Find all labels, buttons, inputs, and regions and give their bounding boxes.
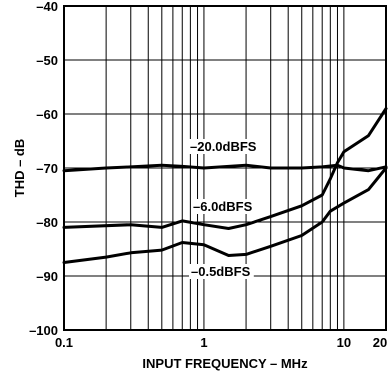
y-tick-label: –100	[29, 323, 58, 338]
y-tick-label: –40	[36, 0, 58, 14]
x-tick-label: 1	[200, 335, 207, 350]
series-line-0	[62, 163, 388, 173]
series-label-bg	[189, 264, 254, 279]
series-line-1	[62, 107, 388, 230]
y-tick-label: –90	[36, 269, 58, 284]
series-labels: –20.0dBFS –6.0dBFS –0.5dBFS	[188, 139, 261, 279]
series-label-bg	[191, 199, 256, 214]
y-axis-label: THD – dB	[12, 139, 27, 198]
series-label-1: –6.0dBFS	[193, 199, 253, 214]
x-tick-label: 10	[337, 335, 351, 350]
y-tick-label: –50	[36, 53, 58, 68]
x-tick-label: 0.1	[55, 335, 73, 350]
x-tick-label: 20	[373, 335, 387, 350]
series-label-0: –20.0dBFS	[190, 139, 257, 154]
y-tick-label: –70	[36, 161, 58, 176]
y-tick-label: –60	[36, 107, 58, 122]
plot-frame	[63, 5, 387, 331]
series-line-2	[62, 166, 388, 264]
x-axis-label: INPUT FREQUENCY – MHz	[142, 356, 308, 371]
series-label-bg	[188, 139, 261, 154]
series-lines	[62, 107, 388, 264]
y-tick-label: –80	[36, 215, 58, 230]
series-label-2: –0.5dBFS	[191, 264, 251, 279]
